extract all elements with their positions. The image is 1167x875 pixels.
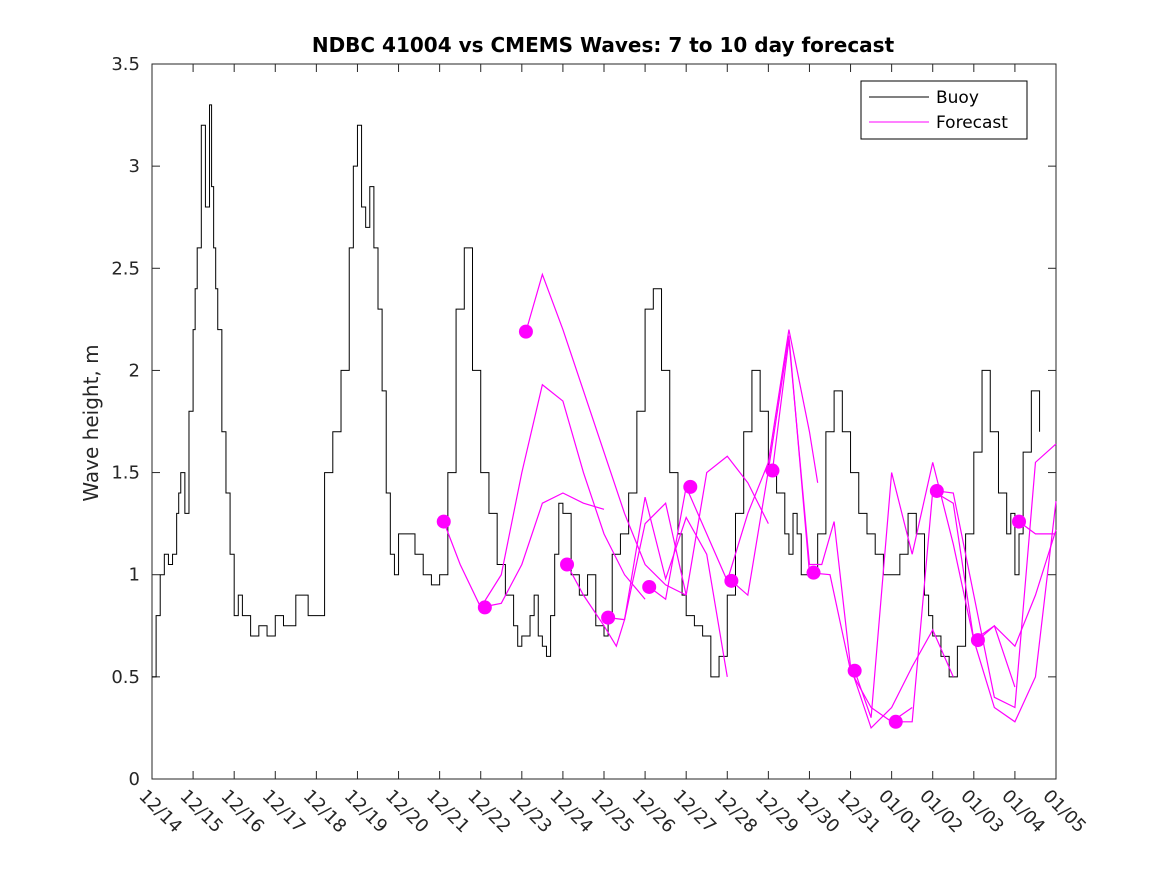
legend-label-forecast: Forecast: [936, 113, 1008, 133]
legend: Buoy Forecast: [860, 80, 1028, 140]
forecast-start-point: [477, 600, 492, 615]
forecast-start-point: [560, 557, 575, 572]
forecast-start-point: [1012, 514, 1027, 529]
y-tick-label: 0.5: [111, 667, 140, 688]
legend-label-buoy: Buoy: [936, 88, 979, 108]
y-tick-label: 2: [129, 360, 140, 381]
y-tick-label: 3: [129, 156, 140, 177]
forecast-start-point: [642, 579, 657, 594]
chart-title: NDBC 41004 vs CMEMS Waves: 7 to 10 day f…: [312, 33, 895, 57]
y-tick-label: 0: [129, 769, 140, 790]
y-tick-label: 2.5: [111, 258, 140, 279]
forecast-start-point: [683, 479, 698, 494]
forecast-start-point: [765, 463, 780, 478]
forecast-series-line: [480, 383, 646, 608]
buoy-series-line: [152, 104, 1041, 678]
forecast-series-line: [525, 272, 687, 596]
forecast-start-point: [888, 714, 903, 729]
forecast-series-line: [608, 455, 769, 621]
forecast-series-line: [854, 462, 1016, 718]
forecast-start-point: [518, 324, 533, 339]
forecast-series-line: [648, 329, 819, 601]
forecast-series-line: [977, 529, 1057, 648]
forecast-series-line: [936, 443, 1057, 709]
forecast-start-point: [436, 514, 451, 529]
y-tick-label: 3.5: [111, 54, 140, 75]
forecast-series-line: [443, 492, 605, 609]
y-axis-label: Wave height, m: [79, 344, 103, 501]
y-tick-label: 1: [129, 565, 140, 586]
forecast-start-point: [806, 565, 821, 580]
forecast-start-point: [929, 483, 944, 498]
forecast-start-point: [724, 573, 739, 588]
forecast-series-line: [566, 496, 728, 677]
forecast-start-point: [847, 663, 862, 678]
y-tick-label: 1.5: [111, 463, 140, 484]
forecast-start-point: [970, 633, 985, 648]
forecast-start-point: [601, 610, 616, 625]
